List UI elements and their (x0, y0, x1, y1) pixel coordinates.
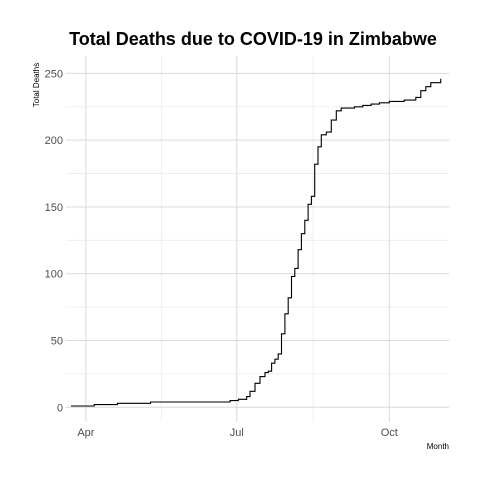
y-tick-label: 200 (45, 135, 63, 147)
chart-title: Total Deaths due to COVID-19 in Zimbabwe (69, 29, 437, 49)
y-axis-title: Total Deaths (32, 63, 41, 107)
series-layer (71, 78, 442, 407)
tick-labels: 0 50 100 150 200 250 Apr Jul Oct (45, 68, 398, 439)
series-line-total-deaths (71, 78, 442, 407)
y-tick-label: 50 (51, 336, 63, 348)
y-tick-label: 100 (45, 269, 63, 281)
x-axis-title: Month (427, 442, 449, 451)
x-tick-label: Jul (230, 427, 244, 439)
grid (66, 56, 449, 422)
y-tick-label: 0 (57, 402, 63, 414)
y-tick-label: 250 (45, 68, 63, 80)
x-tick-label: Oct (381, 427, 398, 439)
y-tick-label: 150 (45, 202, 63, 214)
x-tick-label: Apr (77, 427, 94, 439)
